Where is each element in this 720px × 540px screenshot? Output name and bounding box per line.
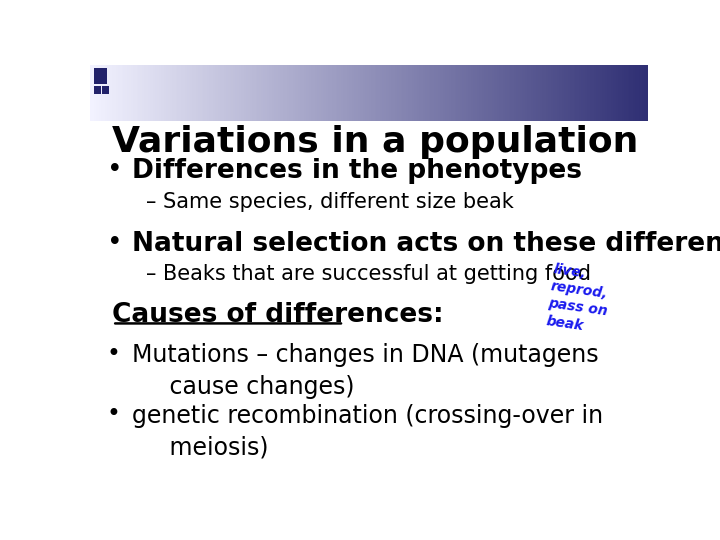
Text: •: •: [107, 157, 122, 183]
Text: Variations in a population: Variations in a population: [112, 125, 639, 159]
Text: •: •: [107, 342, 121, 366]
Text: Natural selection acts on these differences: Natural selection acts on these differen…: [132, 231, 720, 257]
Text: Differences in the phenotypes: Differences in the phenotypes: [132, 158, 582, 184]
Text: •: •: [107, 402, 121, 427]
Text: live,
reprod,
pass on
beak: live, reprod, pass on beak: [545, 262, 613, 336]
Text: •: •: [107, 230, 122, 256]
Text: Mutations – changes in DNA (mutagens
     cause changes): Mutations – changes in DNA (mutagens cau…: [132, 343, 598, 399]
Text: genetic recombination (crossing-over in
     meiosis): genetic recombination (crossing-over in …: [132, 404, 603, 460]
FancyBboxPatch shape: [94, 85, 101, 94]
FancyBboxPatch shape: [102, 85, 109, 94]
Text: – Beaks that are successful at getting food: – Beaks that are successful at getting f…: [145, 265, 591, 285]
FancyBboxPatch shape: [94, 68, 107, 84]
Text: Causes of differences:: Causes of differences:: [112, 302, 444, 328]
Text: – Same species, different size beak: – Same species, different size beak: [145, 192, 513, 212]
